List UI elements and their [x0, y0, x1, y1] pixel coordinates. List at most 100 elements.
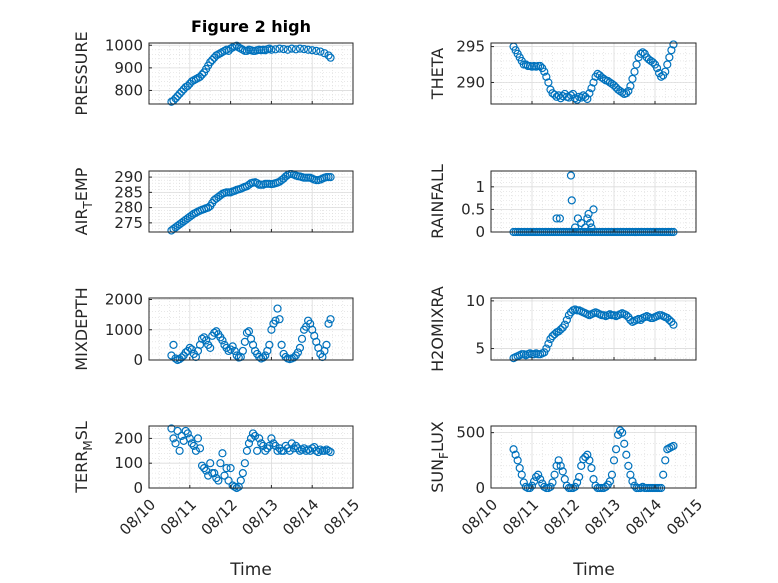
data-point — [187, 345, 196, 354]
data-point — [324, 446, 333, 455]
y-tick-label: 295 — [456, 38, 485, 56]
data-point — [197, 461, 207, 470]
data-point — [669, 441, 678, 451]
x-tick-label: 08/10 — [116, 496, 159, 539]
data-point — [228, 481, 237, 490]
data-point — [263, 444, 272, 453]
data-point — [308, 444, 317, 453]
y-axis-label: TERRMSL — [72, 421, 95, 494]
data-point — [326, 173, 335, 182]
x-tick-label: 08/10 — [458, 496, 501, 539]
data-point — [611, 445, 621, 454]
data-point — [316, 445, 325, 454]
data-point — [659, 470, 668, 479]
x-tick-label: 08/11 — [157, 496, 200, 539]
data-point — [216, 459, 225, 468]
data-point — [210, 469, 219, 478]
x-tick-label: 08/14 — [622, 496, 665, 539]
data-point — [534, 470, 543, 479]
data-point — [236, 476, 245, 485]
data-point — [513, 456, 522, 465]
data-point — [616, 426, 625, 435]
data-point — [620, 439, 629, 448]
y-tick-label: 290 — [456, 73, 485, 91]
data-point — [173, 91, 182, 101]
data-point — [242, 446, 252, 455]
data-point — [567, 196, 576, 205]
data-point — [206, 343, 215, 353]
data-point — [560, 320, 569, 329]
data-point — [556, 325, 565, 334]
y-tick-label: 5 — [475, 340, 485, 358]
y-tick-label: 285 — [114, 183, 143, 201]
data-point — [208, 55, 217, 65]
data-point — [197, 334, 207, 343]
data-point — [304, 45, 313, 54]
y-tick-label: 800 — [114, 81, 143, 99]
data-point — [253, 446, 262, 455]
data-point — [171, 354, 180, 363]
data-point — [609, 456, 619, 465]
data-point — [214, 476, 223, 485]
data-point — [599, 74, 608, 83]
data-point — [536, 475, 545, 484]
data-point — [291, 441, 300, 450]
x-tick-label: 08/13 — [581, 496, 624, 539]
data-point — [542, 72, 551, 81]
axes-frame — [148, 170, 354, 233]
data-point — [572, 478, 582, 487]
data-point — [544, 339, 553, 348]
y-tick-label: 280 — [114, 199, 143, 217]
data-point — [638, 48, 647, 57]
data-point — [587, 84, 596, 93]
data-point — [517, 470, 526, 479]
data-point — [546, 482, 555, 491]
data-point — [273, 304, 282, 313]
data-point — [285, 446, 294, 455]
data-point — [661, 67, 670, 76]
data-point — [204, 203, 213, 212]
data-point — [238, 469, 247, 478]
subplot-5: 0 1000 2000 MIXDEPTH — [72, 287, 354, 371]
y-axis-label: MIXDEPTH — [72, 287, 91, 370]
data-point — [577, 93, 586, 102]
data-point — [210, 328, 219, 337]
axes-frame — [490, 42, 697, 105]
subplot-4: 0 0.5 1 RAINFALL — [428, 164, 697, 241]
data-point — [181, 426, 190, 436]
data-point — [230, 346, 239, 356]
data-point — [291, 45, 300, 54]
data-point — [667, 46, 676, 55]
data-point — [248, 429, 258, 438]
data-point — [238, 346, 247, 356]
data-point — [570, 223, 580, 232]
data-point — [587, 223, 596, 232]
data-point — [585, 456, 594, 465]
data-point — [511, 450, 520, 459]
data-point — [509, 445, 518, 454]
data-point — [613, 430, 623, 439]
data-point — [173, 426, 182, 436]
data-point — [552, 461, 561, 470]
data-point — [240, 459, 249, 468]
data-point — [246, 434, 256, 443]
data-point — [271, 45, 280, 54]
data-point — [228, 342, 237, 351]
y-axis-label: PRESSURE — [72, 31, 91, 115]
data-point — [287, 439, 296, 448]
y-axis-label: RAINFALL — [428, 164, 447, 239]
data-point — [583, 94, 592, 104]
x-tick-label: 08/12 — [540, 496, 583, 539]
x-tick-label: 08/15 — [320, 496, 363, 539]
data-point — [279, 44, 288, 54]
data-point — [185, 343, 194, 353]
data-point — [579, 455, 588, 464]
data-point — [244, 439, 254, 448]
data-point — [259, 441, 268, 450]
data-point — [320, 49, 329, 58]
data-point — [175, 89, 184, 98]
y-tick-label: 2000 — [105, 291, 143, 309]
figure-title: Figure 2 high — [191, 17, 311, 36]
data-point — [297, 445, 307, 454]
